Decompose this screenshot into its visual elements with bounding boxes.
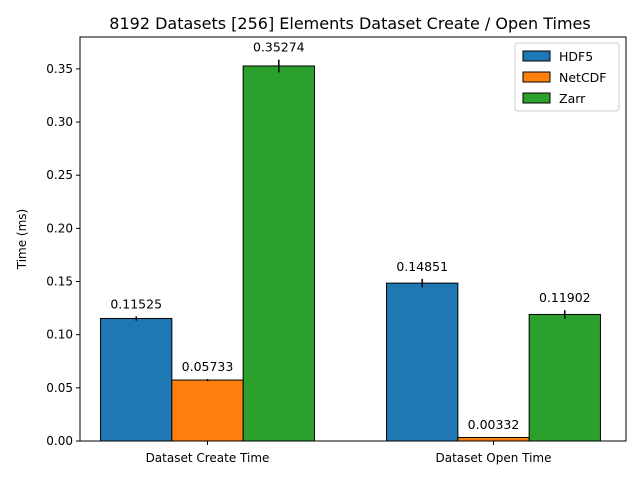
bar-value-label: 0.11525 <box>110 296 162 311</box>
bar-labels-group: 0.11525 0.05733 0.35274 0.14851 0.00332 0.119… <box>110 40 590 432</box>
bar-hdf5-0 <box>100 317 173 442</box>
y-tick-label: 0.15 <box>46 275 73 289</box>
x-tick-label: Dataset Create Time <box>146 451 270 465</box>
legend-swatch <box>522 71 551 83</box>
legend-swatch <box>522 50 551 62</box>
y-tick-label: 0.20 <box>46 221 73 235</box>
y-tick-label: 0.10 <box>46 328 73 342</box>
bar-hdf5-1 <box>386 282 459 442</box>
bar-value-label: 0.14851 <box>396 259 448 274</box>
bar-zarr-1 <box>528 313 601 442</box>
x-axis: Dataset Create Time Dataset Open Time <box>146 441 552 465</box>
bar-value-label: 0.35274 <box>253 40 305 55</box>
y-tick-label: 0.00 <box>46 434 73 448</box>
error-bars-group <box>135 59 566 439</box>
y-tick-label: 0.30 <box>46 115 73 129</box>
bar-zarr-0 <box>242 65 315 442</box>
y-tick-label: 0.25 <box>46 168 73 182</box>
legend-swatch <box>522 92 551 104</box>
plot-area-frame <box>79 36 627 442</box>
bars-group <box>100 65 601 442</box>
x-tick-label: Dataset Open Time <box>435 451 551 465</box>
chart-title: 8192 Datasets [256] Elements Dataset Cre… <box>109 14 590 33</box>
legend: HDF5 NetCDF Zarr <box>514 42 620 112</box>
y-tick-label: 0.35 <box>46 62 73 76</box>
bar-value-label: 0.05733 <box>182 359 234 374</box>
legend-label: Zarr <box>559 91 586 106</box>
y-axis-label: Time (ms) <box>15 209 29 271</box>
y-tick-label: 0.05 <box>46 381 73 395</box>
legend-label: HDF5 <box>559 49 593 64</box>
y-axis: 0.00 0.05 0.10 0.15 0.20 0.25 0.30 0.35 <box>46 62 80 448</box>
legend-label: NetCDF <box>559 70 607 85</box>
bar-value-label: 0.11902 <box>539 290 591 305</box>
bar-netcdf-0 <box>171 379 244 442</box>
bar-value-label: 0.00332 <box>468 417 520 432</box>
